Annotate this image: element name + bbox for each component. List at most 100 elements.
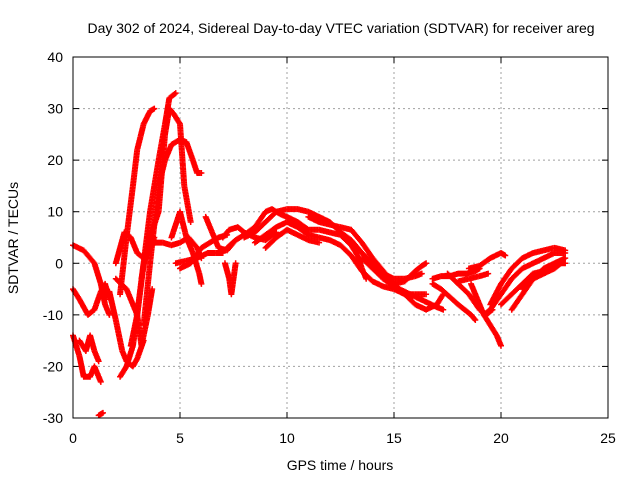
data-point <box>172 90 179 97</box>
data-point <box>423 291 430 298</box>
data-point <box>498 292 514 308</box>
y-tick-label: 10 <box>47 204 63 220</box>
data-point <box>142 240 157 256</box>
x-tick-label: 20 <box>493 430 509 446</box>
data-point <box>348 226 364 245</box>
data-point <box>358 239 375 260</box>
data-point <box>187 219 194 226</box>
data-point <box>273 229 280 236</box>
data-point <box>498 266 514 287</box>
data-point <box>117 364 129 380</box>
data-point <box>472 317 479 324</box>
data-point <box>508 256 525 272</box>
data-point <box>106 288 119 322</box>
series-arc31 <box>455 270 492 285</box>
data-point <box>183 139 196 162</box>
data-point <box>348 237 364 255</box>
x-tick-label: 25 <box>600 430 616 446</box>
data-point <box>147 158 162 215</box>
data-point <box>147 210 162 241</box>
y-tick-label: 20 <box>47 152 63 168</box>
data-point <box>202 213 215 234</box>
data-point <box>423 260 430 267</box>
y-tick-label: 40 <box>47 49 63 65</box>
data-point <box>487 282 504 308</box>
data-point <box>183 234 196 255</box>
series-arc5 <box>95 409 106 419</box>
data-point <box>369 255 386 273</box>
data-point <box>262 209 279 226</box>
y-tick-label: 30 <box>47 101 63 117</box>
series-arc24 <box>262 226 323 251</box>
data-point <box>251 220 268 236</box>
data-point <box>234 224 247 235</box>
data-point <box>251 210 268 231</box>
data-point <box>112 317 125 353</box>
data-point <box>127 234 140 255</box>
data-point <box>99 409 106 416</box>
data-point <box>166 90 178 102</box>
x-tick-label: 0 <box>69 430 77 446</box>
data-point <box>140 261 153 329</box>
data-point <box>187 246 204 267</box>
data-point <box>508 292 525 313</box>
data-point <box>468 280 480 301</box>
series-arc27 <box>380 275 447 313</box>
data-point <box>262 225 279 238</box>
series-arc19 <box>221 260 239 298</box>
data-point <box>117 236 130 298</box>
data-point <box>97 378 104 385</box>
data-point <box>112 230 127 267</box>
data-point <box>480 307 493 318</box>
data-point <box>369 265 386 281</box>
series-arc33 <box>465 249 509 272</box>
data-point <box>177 208 190 239</box>
plot-frame <box>72 56 609 419</box>
data-point <box>455 301 467 312</box>
y-tick-label: -30 <box>43 410 63 426</box>
data-point <box>337 229 354 243</box>
series-arc9 <box>117 105 158 298</box>
data-point <box>502 252 509 259</box>
data-point <box>91 290 104 313</box>
data-point <box>557 260 564 267</box>
series-arc28 <box>429 265 483 282</box>
data-point <box>498 277 514 298</box>
series-arc23 <box>251 219 430 298</box>
data-point <box>498 342 504 349</box>
data-point <box>76 296 91 317</box>
data-series <box>70 90 569 419</box>
data-point <box>262 230 279 244</box>
data-point <box>198 280 205 287</box>
data-point <box>232 260 239 267</box>
data-point <box>230 261 239 282</box>
data-point <box>562 255 569 262</box>
data-point <box>140 109 153 128</box>
data-point <box>221 260 232 281</box>
data-point <box>219 227 232 241</box>
data-point <box>508 266 525 282</box>
data-point <box>294 219 311 232</box>
data-point <box>198 170 205 177</box>
data-point <box>134 122 147 153</box>
data-point <box>358 268 375 284</box>
series-arc38 <box>519 260 564 293</box>
data-point <box>358 249 375 266</box>
series-arc16 <box>172 249 226 267</box>
data-point <box>121 229 133 240</box>
data-point <box>485 270 492 277</box>
data-point <box>155 132 168 215</box>
data-point <box>348 242 360 258</box>
data-point <box>95 358 102 365</box>
data-point <box>440 306 447 313</box>
data-point <box>177 121 188 188</box>
data-point <box>508 281 525 298</box>
data-point <box>401 269 418 285</box>
data-point <box>348 252 365 273</box>
data-point <box>476 255 493 269</box>
series-arc29 <box>429 280 479 324</box>
series-arc26 <box>358 255 430 287</box>
y-tick-label: -10 <box>43 307 63 323</box>
data-point <box>170 110 183 126</box>
x-tick-label: 15 <box>386 430 402 446</box>
